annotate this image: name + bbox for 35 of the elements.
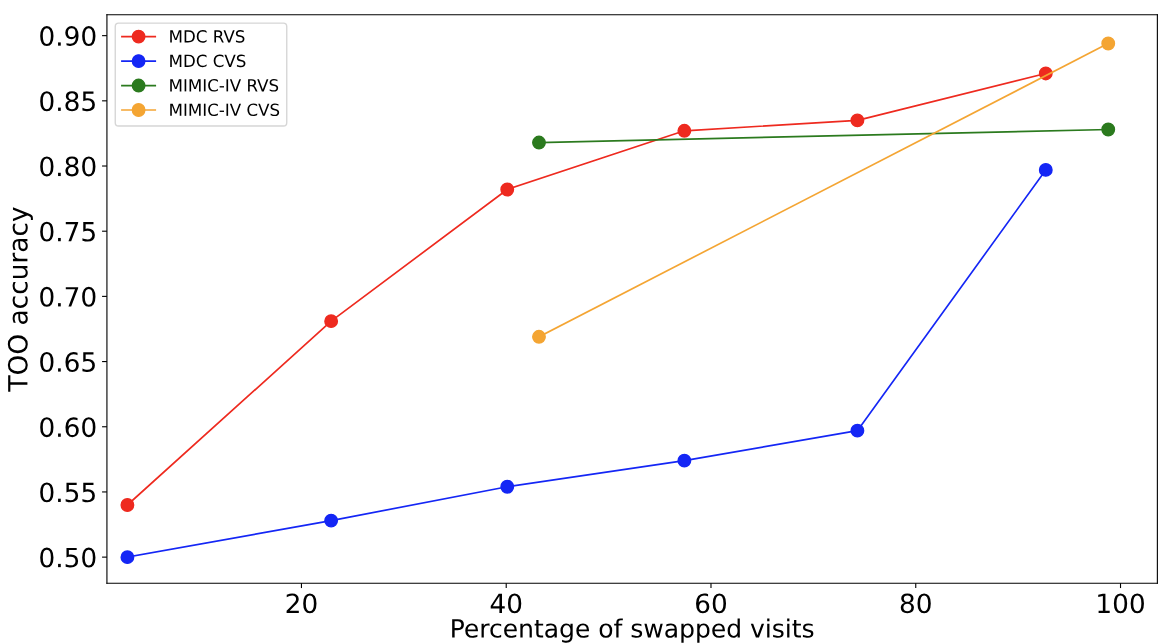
y-tick-label: 0.55: [40, 482, 95, 503]
point: [1038, 162, 1053, 177]
legend-label: MIMIC-IV RVS: [170, 79, 279, 92]
point: [1101, 36, 1116, 51]
y-tick-label: 0.85: [40, 91, 95, 112]
y-axis-title: TOO accuracy: [7, 207, 33, 392]
point: [677, 123, 692, 138]
x-tick-label: 20: [286, 593, 317, 614]
x-tick-label: 40: [490, 593, 522, 614]
x-axis-title: Percentage of swapped visits: [452, 618, 814, 643]
y-tick-label: 0.80: [40, 156, 96, 177]
legend-label: MDC RVS: [170, 30, 245, 43]
legend-label: MIMIC-IV CVS: [170, 103, 280, 117]
point: [532, 329, 546, 344]
point: [324, 314, 339, 329]
point: [120, 550, 135, 565]
x-tick-label: 60: [696, 593, 727, 614]
point: [677, 453, 692, 468]
point: [850, 423, 865, 438]
point: [532, 135, 546, 150]
x-tick-label: 80: [900, 593, 931, 614]
y-tick-label: 0.90: [40, 26, 96, 47]
y-tick-label: 0.60: [40, 417, 96, 438]
point: [500, 182, 515, 197]
point: [850, 113, 865, 128]
point: [500, 479, 515, 494]
legend-label: MDC CVS: [170, 54, 246, 68]
y-tick-label: 0.75: [40, 221, 95, 242]
point: [324, 513, 339, 528]
y-tick-label: 0.65: [40, 352, 95, 372]
y-tick-label: 0.70: [40, 286, 96, 307]
point: [120, 498, 135, 512]
y-tick-label: 0.50: [40, 547, 96, 568]
point: [1101, 122, 1116, 137]
x-tick-label: 100: [1098, 593, 1144, 614]
